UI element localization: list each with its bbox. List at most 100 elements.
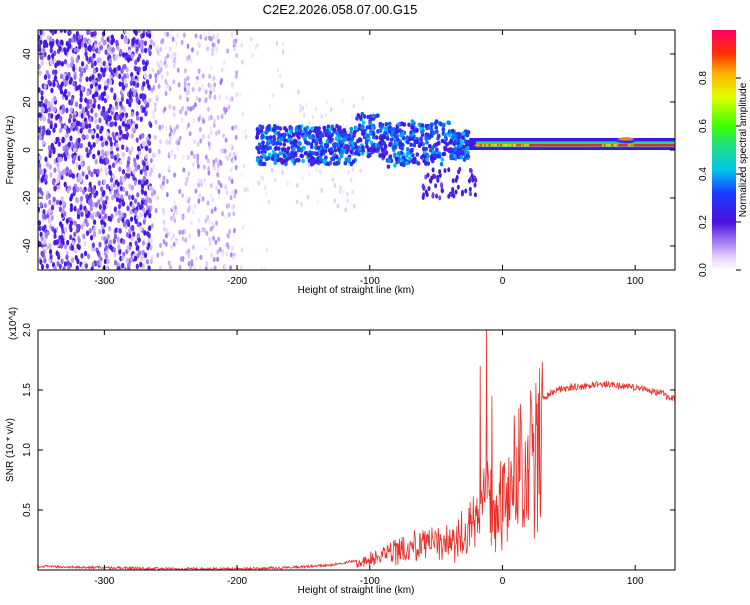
- spectrogram-cell: [108, 164, 112, 171]
- spectrogram-cell: [217, 194, 221, 200]
- spectrogram-cell: [135, 263, 139, 270]
- spectrogram-cell: [213, 165, 217, 172]
- spectrogram-cell: [462, 157, 467, 162]
- spectrogram-cell: [243, 163, 246, 169]
- spectrogram-cell: [344, 135, 349, 140]
- spectrogram-cell: [95, 138, 99, 144]
- spectrogram-cell: [118, 166, 122, 173]
- spectrogram-cell: [113, 192, 117, 199]
- spectrogram-cell: [100, 95, 105, 102]
- spectrogram-cell: [137, 30, 141, 33]
- spectrogram-cell: [87, 186, 91, 193]
- spectrogram-cell: [440, 182, 444, 188]
- spectrogram-cell: [335, 130, 339, 136]
- spectrogram-cell: [130, 111, 134, 117]
- spectrogram-cell: [159, 242, 162, 249]
- spectrogram-cell: [212, 159, 216, 165]
- spectrogram-cell: [361, 145, 365, 150]
- spectrogram-cell: [72, 122, 76, 128]
- spectrogram-cell: [196, 155, 200, 161]
- spectrogram-cell: [164, 55, 168, 61]
- spectrogram-cell: [458, 143, 463, 148]
- spectrogram-cell: [140, 199, 144, 206]
- spectrogram-cell: [308, 134, 313, 139]
- spectrogram-cell: [168, 103, 172, 110]
- spectrogram-cell: [352, 103, 355, 109]
- snr-x-label: Height of straight line (km): [298, 585, 415, 596]
- spectrogram-cell: [190, 58, 193, 64]
- spectrogram-cell: [80, 224, 84, 230]
- spectrogram-cell: [150, 258, 153, 265]
- spectrogram-cell: [333, 198, 336, 203]
- spectrogram-cell: [273, 146, 278, 151]
- spectrogram-cell: [347, 156, 351, 162]
- spectrogram-cell: [135, 115, 140, 121]
- spectrogram-cell: [187, 253, 191, 259]
- spectrogram-cell: [69, 135, 73, 142]
- spectrogram-cell: [208, 219, 211, 225]
- spectrogram-cell: [460, 135, 465, 140]
- spectrogram-cell: [137, 164, 141, 170]
- spectrogram-cell: [110, 153, 114, 160]
- spectrogram-cell: [181, 229, 185, 235]
- spectrogram-cell: [169, 135, 173, 142]
- spectrogram-cell: [405, 160, 409, 166]
- spectrogram-cell: [92, 102, 96, 109]
- spectrogram-cell: [286, 181, 289, 186]
- spectrogram-cell: [68, 169, 72, 175]
- spectrogram-cell: [379, 144, 383, 149]
- spectrogram-cell: [435, 129, 439, 134]
- spectrogram-cell: [120, 194, 124, 200]
- spectrogram-cell: [397, 122, 401, 127]
- spectrogram-cell: [331, 142, 336, 148]
- spectrogram-cell: [48, 35, 53, 42]
- spectrogram-cell: [186, 43, 190, 49]
- spectrogram-cell: [370, 143, 375, 148]
- spectrogram-cell: [228, 228, 232, 235]
- spectrogram-cell: [73, 142, 77, 149]
- spectrogram-cell: [53, 30, 58, 35]
- spectrogram-cell: [100, 196, 104, 203]
- spectrogram-cell: [126, 166, 130, 173]
- spectrogram-cell: [197, 198, 201, 204]
- spectrogram-cell: [412, 128, 417, 133]
- spectrogram-cell: [371, 113, 376, 119]
- spectrogram-cell: [47, 106, 52, 113]
- spectrogram-cell: [131, 40, 135, 46]
- spectrogram-cell: [106, 233, 110, 240]
- spectrogram-cell: [98, 117, 102, 124]
- spectrogram-cell: [375, 147, 380, 152]
- spectrogram-cell: [103, 258, 108, 265]
- spectrogram-cell: [208, 93, 212, 100]
- spectrogram-cell: [300, 153, 304, 159]
- spectrogram-cell: [192, 209, 195, 215]
- spectrogram-cell: [213, 82, 217, 88]
- spectrogram-cell: [260, 174, 263, 180]
- spectrogram-cell: [86, 103, 90, 110]
- spectrogram-cell: [350, 140, 355, 146]
- spectrogram-cell: [77, 173, 82, 179]
- spectrogram-cell: [51, 41, 55, 47]
- spectrogram-cell: [49, 254, 53, 260]
- spectrogram-cell: [231, 125, 234, 131]
- spectrogram-cell: [60, 39, 64, 46]
- spectrogram-cell: [43, 74, 48, 80]
- spectrogram-cell: [409, 142, 413, 147]
- spectrogram-cell: [351, 146, 356, 151]
- spectrogram-cell: [105, 265, 109, 270]
- spectrogram-cell: [276, 131, 281, 136]
- spectrogram-cell: [114, 179, 119, 185]
- spectrogram-cell: [342, 128, 347, 133]
- spectrogram-cell: [141, 189, 145, 195]
- spectrogram-cell: [417, 122, 422, 127]
- spectrogram-cell: [310, 126, 315, 131]
- spectrogram-cell: [201, 196, 205, 202]
- spectrogram-cell: [110, 121, 115, 127]
- spectrogram-cell: [89, 198, 93, 205]
- spectrogram-cell: [438, 121, 443, 127]
- spectrogram-cell: [320, 149, 324, 155]
- spectrogram-cell: [267, 123, 271, 129]
- spectrogram-cell: [420, 123, 425, 128]
- spectrogram-cell: [443, 168, 447, 174]
- spectrogram-cell: [427, 124, 432, 130]
